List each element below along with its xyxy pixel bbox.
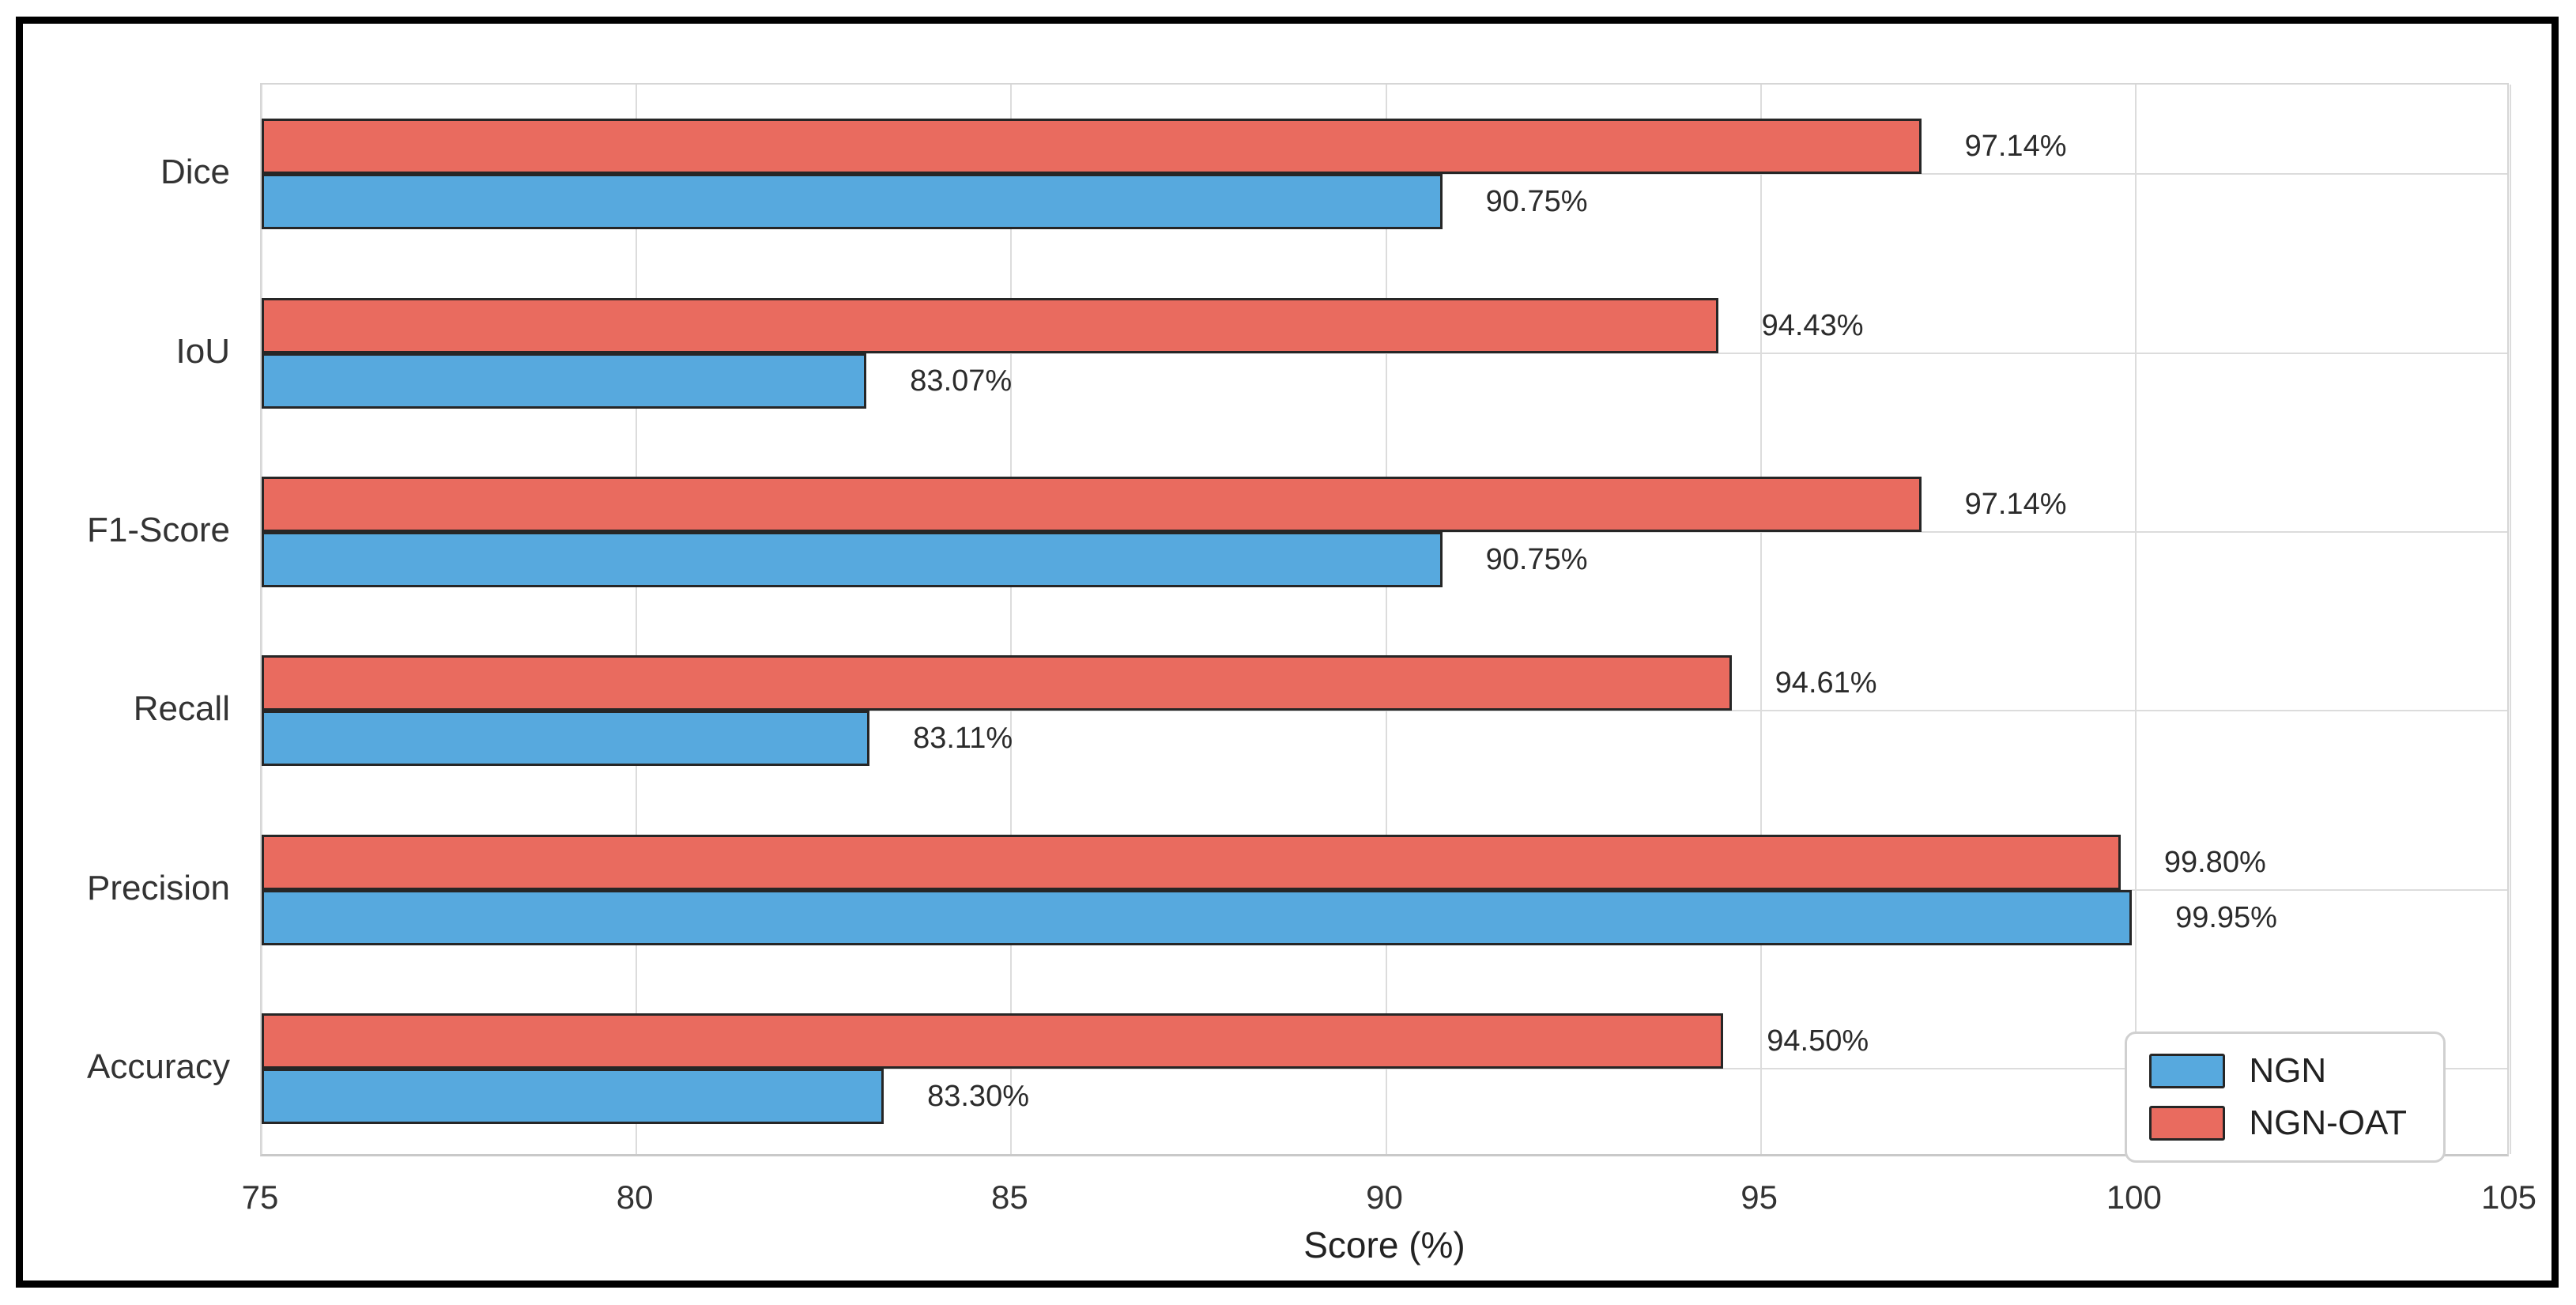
bar-ngn-iou bbox=[262, 353, 867, 409]
legend-label: NGN bbox=[2249, 1051, 2327, 1090]
x-tick-label-75: 75 bbox=[241, 1179, 279, 1216]
gridline-vertical bbox=[636, 85, 638, 1154]
y-tick-label-iou: IoU bbox=[175, 331, 230, 371]
bar-ngn-oat-iou bbox=[262, 297, 1718, 353]
bar-value-label: 83.30% bbox=[927, 1079, 1029, 1113]
legend-swatch-ngn-oat bbox=[2149, 1106, 2226, 1141]
legend-swatch-ngn bbox=[2149, 1054, 2226, 1088]
x-tick-label-95: 95 bbox=[1741, 1179, 1778, 1216]
y-tick-label-f1-score: F1-Score bbox=[87, 510, 230, 549]
bar-value-label: 94.61% bbox=[1775, 666, 1877, 700]
bar-value-label: 99.95% bbox=[2175, 900, 2277, 934]
gridline-horizontal bbox=[262, 1067, 2507, 1069]
bar-value-label: 94.43% bbox=[1761, 308, 1864, 342]
bar-value-label: 97.14% bbox=[1964, 130, 2067, 164]
x-axis-title: Score (%) bbox=[1303, 1224, 1465, 1265]
gridline-vertical bbox=[261, 85, 262, 1154]
gridline-vertical bbox=[1010, 85, 1013, 1154]
figure-border: 90.75% 83.07% 90.75% 83.11% 99.95% 83.30% 97.1… bbox=[16, 17, 2559, 1288]
plot-area: 90.75% 83.07% 90.75% 83.11% 99.95% 83.30% 97.1… bbox=[260, 83, 2511, 1156]
bar-ngn-dice bbox=[262, 174, 1443, 230]
x-tick-label-80: 80 bbox=[616, 1179, 654, 1216]
gridline-horizontal bbox=[262, 710, 2507, 712]
gridline-horizontal bbox=[262, 352, 2507, 354]
bar-value-label: 90.75% bbox=[1485, 542, 1588, 576]
gridline-vertical bbox=[1759, 85, 1762, 1154]
bar-ngn-oat-dice bbox=[262, 119, 1922, 175]
bar-value-label: 97.14% bbox=[1964, 487, 2067, 521]
bar-ngn-oat-f1-score bbox=[262, 476, 1922, 532]
bar-ngn-oat-accuracy bbox=[262, 1013, 1724, 1069]
x-tick-label-105: 105 bbox=[2480, 1179, 2537, 1216]
gridline-vertical bbox=[1385, 85, 1387, 1154]
bar-value-label: 99.80% bbox=[2163, 845, 2266, 879]
legend: NGN NGN-OAT bbox=[2125, 1032, 2446, 1163]
bar-value-label: 90.75% bbox=[1485, 185, 1588, 219]
legend-item-ngn: NGN bbox=[2149, 1051, 2407, 1091]
y-tick-label-dice: Dice bbox=[160, 153, 230, 192]
bar-value-label: 94.50% bbox=[1767, 1024, 1869, 1058]
legend-label: NGN-OAT bbox=[2249, 1103, 2407, 1142]
gridline-vertical bbox=[2134, 85, 2137, 1154]
y-tick-label-precision: Precision bbox=[87, 868, 230, 907]
x-tick-label-100: 100 bbox=[2106, 1179, 2162, 1216]
legend-item-ngn-oat: NGN-OAT bbox=[2149, 1103, 2407, 1143]
bar-ngn-recall bbox=[262, 711, 870, 767]
bar-ngn-oat-precision bbox=[262, 834, 2121, 890]
bar-value-label: 83.07% bbox=[910, 364, 1013, 398]
x-tick-label-85: 85 bbox=[990, 1179, 1028, 1216]
bar-ngn-precision bbox=[262, 889, 2133, 945]
bar-value-label: 83.11% bbox=[913, 722, 1013, 756]
x-tick-label-90: 90 bbox=[1366, 1179, 1403, 1216]
gridline-vertical bbox=[2510, 85, 2511, 1154]
y-tick-label-accuracy: Accuracy bbox=[87, 1047, 230, 1086]
y-tick-label-recall: Recall bbox=[133, 689, 230, 729]
bar-ngn-oat-recall bbox=[262, 655, 1732, 711]
bar-ngn-f1-score bbox=[262, 531, 1443, 587]
bar-ngn-accuracy bbox=[262, 1068, 884, 1124]
